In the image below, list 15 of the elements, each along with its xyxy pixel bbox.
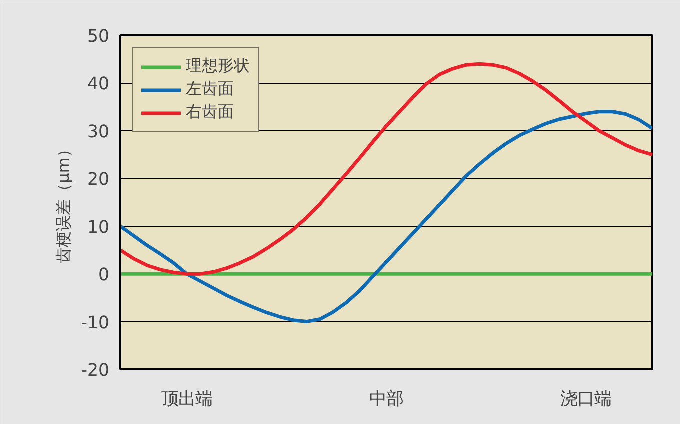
legend-label: 右齿面	[186, 102, 234, 123]
y-tick-label: 0	[98, 266, 110, 286]
y-tick-label: 40	[87, 74, 110, 95]
y-tick-label: 10	[87, 218, 110, 238]
y-tick-label: 20	[87, 170, 110, 190]
x-tick-label: 中部	[370, 390, 404, 410]
legend-label: 理想形状	[186, 56, 250, 77]
y-tick-label: 50	[87, 27, 110, 47]
y-tick-label: -10	[81, 313, 110, 334]
legend-label: 左齿面	[186, 79, 234, 100]
y-tick-label: -20	[81, 361, 110, 381]
x-tick-label: 浇口端	[560, 390, 612, 410]
y-tick-label: 30	[87, 122, 110, 142]
y-axis-title: 齿梗误差（μm）	[54, 142, 74, 264]
x-tick-label: 顶出端	[162, 390, 212, 410]
